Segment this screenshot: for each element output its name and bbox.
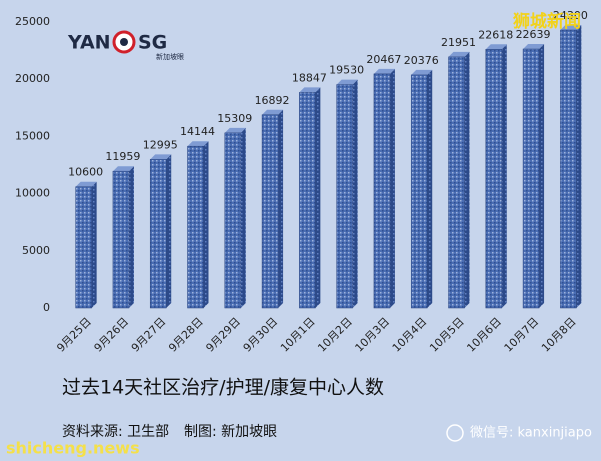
- bar-front: [485, 49, 503, 309]
- bar-side: [240, 127, 246, 308]
- value-label: 12995: [143, 138, 178, 151]
- bar-front: [112, 170, 130, 309]
- bar-side: [427, 69, 433, 308]
- y-tick-label: 10000: [15, 187, 50, 200]
- bar: [485, 44, 507, 309]
- bar-top: [560, 25, 582, 31]
- bar-front: [336, 84, 353, 309]
- value-label: 22618: [478, 28, 513, 41]
- bar: [75, 181, 97, 309]
- logo-left: YAN: [67, 32, 111, 54]
- logo-right: SG: [138, 32, 167, 54]
- wechat-icon: [446, 424, 464, 442]
- bar: [224, 127, 246, 309]
- y-tick-label: 5000: [22, 244, 50, 257]
- bar-front: [560, 29, 577, 309]
- value-label: 10600: [68, 166, 103, 179]
- bar-top: [150, 154, 172, 160]
- bar-front: [373, 73, 391, 309]
- bar-top: [224, 127, 246, 133]
- bar-side: [91, 181, 97, 308]
- value-label: 16892: [255, 94, 290, 107]
- bar-top: [523, 44, 545, 50]
- value-label: 18847: [292, 71, 327, 84]
- value-label: 20467: [366, 53, 401, 66]
- bar-top: [411, 69, 433, 75]
- site-watermark: shicheng.news: [6, 439, 140, 458]
- bar: [299, 87, 321, 309]
- bar-top: [187, 141, 209, 147]
- bar-top: [373, 68, 395, 74]
- bar-side: [166, 154, 172, 308]
- bar: [149, 154, 172, 309]
- bar-top: [75, 181, 97, 187]
- bar: [187, 141, 209, 309]
- bar-front: [261, 114, 279, 309]
- value-label: 21951: [441, 36, 476, 49]
- value-label: 14144: [180, 125, 215, 138]
- bar: [336, 79, 358, 309]
- bar-front: [522, 48, 540, 309]
- value-label: 15309: [217, 112, 252, 125]
- bar-front: [299, 92, 316, 309]
- y-tick-label: 15000: [15, 129, 50, 142]
- bar-top: [112, 166, 134, 172]
- bar-front: [448, 56, 465, 309]
- bar: [560, 25, 582, 309]
- bar: [373, 68, 395, 309]
- bar-front: [149, 159, 167, 309]
- chart-title: 过去14天社区治疗/护理/康复中心人数: [62, 377, 384, 399]
- value-label: 19530: [329, 64, 364, 77]
- bar-top: [485, 44, 507, 50]
- bar-side: [315, 87, 321, 308]
- bar-side: [352, 79, 358, 308]
- bar: [410, 69, 433, 309]
- bar-front: [187, 145, 204, 309]
- bar-side: [464, 51, 470, 309]
- bar-side: [203, 141, 209, 308]
- bar-side: [278, 109, 284, 308]
- bar-side: [501, 44, 507, 308]
- bar: [448, 51, 470, 309]
- bar-top: [448, 51, 470, 57]
- bar-side: [128, 166, 134, 308]
- value-label: 22639: [516, 28, 551, 41]
- bar-side: [576, 25, 582, 309]
- wechat-id: 微信号: kanxinjiapo: [470, 426, 592, 441]
- bar: [261, 109, 284, 309]
- bar-front: [410, 74, 428, 309]
- bar-top: [336, 79, 358, 85]
- logo-icon: [120, 38, 128, 46]
- value-label: 11959: [105, 150, 140, 163]
- bar-front: [75, 186, 92, 309]
- y-tick-label: 25000: [15, 15, 50, 28]
- bar-side: [539, 44, 545, 309]
- source: 资料来源: 卫生部: [62, 424, 169, 440]
- watermark: 狮城新闻: [512, 11, 581, 32]
- bar-side: [389, 68, 395, 309]
- credit: 制图: 新加坡眼: [184, 424, 277, 440]
- logo: YAN SG 新加坡眼: [67, 30, 184, 61]
- bar-front: [224, 132, 242, 309]
- bar-top: [299, 87, 321, 93]
- y-tick-label: 20000: [15, 72, 50, 85]
- bar: [522, 44, 545, 309]
- y-tick-label: 0: [43, 301, 50, 314]
- value-label: 20376: [404, 54, 439, 67]
- logo-sub: 新加坡眼: [156, 52, 184, 61]
- bar: [112, 166, 134, 309]
- value-label: 24300: [553, 9, 588, 22]
- bar-top: [262, 109, 284, 115]
